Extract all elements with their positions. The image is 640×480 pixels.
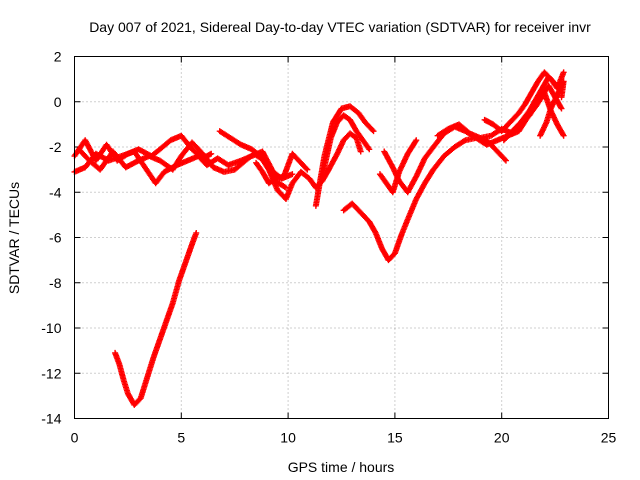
- data-point: [289, 171, 296, 178]
- data-point: [366, 146, 373, 153]
- series-track-8: [325, 130, 364, 173]
- plot-frame: [74, 56, 609, 419]
- y-tick-label: -6: [49, 230, 62, 246]
- x-tick-label: 15: [387, 430, 403, 446]
- y-tick-label: -10: [41, 320, 61, 336]
- y-tick-label: -2: [49, 139, 62, 155]
- series-track-16: [112, 229, 200, 408]
- data-point: [558, 105, 565, 112]
- data-point: [501, 156, 508, 163]
- data-point: [560, 132, 567, 139]
- data-point: [560, 69, 567, 76]
- x-axis-label: GPS time / hours: [288, 459, 395, 475]
- y-tick-labels: -14 -12 -10 -8 -6 -4 -2 0 2: [41, 49, 61, 427]
- series-track-15: [537, 78, 567, 139]
- x-tick-label: 0: [71, 430, 79, 446]
- y-tick-label: 2: [54, 49, 62, 65]
- y-axis-label: SDTVAR / TECUs: [6, 182, 22, 294]
- x-tick-label: 10: [280, 430, 296, 446]
- series-track-4: [216, 128, 332, 203]
- y-tick-label: -12: [41, 365, 61, 381]
- data-point: [558, 94, 565, 101]
- data-point: [303, 165, 310, 172]
- x-tick-label: 20: [494, 430, 510, 446]
- data-point: [365, 144, 372, 151]
- data-point: [412, 138, 419, 145]
- x-tick-labels: 0 5 10 15 20 25: [71, 430, 617, 446]
- series-track-3: [75, 139, 289, 191]
- series-track-5: [253, 150, 311, 187]
- y-tick-label: -4: [49, 184, 62, 200]
- data-point: [413, 137, 420, 144]
- data-point: [271, 176, 278, 183]
- data-point: [370, 128, 377, 135]
- x-tick-label: 25: [601, 430, 617, 446]
- data-points: [71, 69, 567, 408]
- data-point: [502, 157, 509, 164]
- data-point: [559, 131, 566, 138]
- y-tick-label: 0: [54, 94, 62, 110]
- data-point: [304, 166, 311, 173]
- series-track-7: [319, 112, 373, 180]
- series-track-11: [381, 89, 567, 196]
- data-point: [557, 104, 564, 111]
- y-tick-label: -8: [49, 275, 62, 291]
- series-track-2: [71, 148, 296, 187]
- y-tick-label: -14: [41, 411, 61, 427]
- data-point: [369, 127, 376, 134]
- data-point: [193, 229, 200, 236]
- series-track-14: [500, 73, 565, 144]
- data-point: [208, 150, 215, 157]
- x-tick-label: 5: [177, 430, 185, 446]
- chart-title: Day 007 of 2021, Sidereal Day-to-day VTE…: [89, 19, 591, 35]
- data-point: [357, 148, 364, 155]
